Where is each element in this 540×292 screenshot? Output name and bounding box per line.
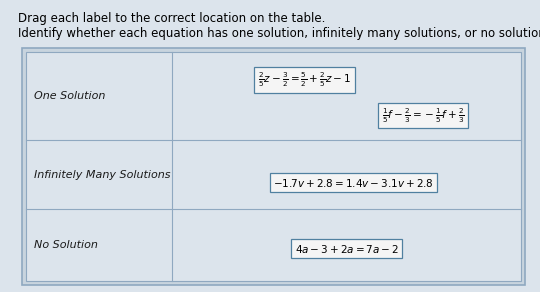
Text: Infinitely Many Solutions: Infinitely Many Solutions	[34, 170, 171, 180]
Bar	[26, 52, 521, 281]
Text: $-1.7v + 2.8 = 1.4v - 3.1v + 2.8$: $-1.7v + 2.8 = 1.4v - 3.1v + 2.8$	[273, 177, 434, 189]
Text: $\frac{2}{5}z - \frac{3}{2} = \frac{5}{2} + \frac{2}{5}z - 1$: $\frac{2}{5}z - \frac{3}{2} = \frac{5}{2…	[258, 71, 351, 89]
Bar	[22, 48, 525, 285]
Text: $4a - 3 + 2a = 7a - 2$: $4a - 3 + 2a = 7a - 2$	[294, 243, 399, 255]
Text: One Solution: One Solution	[34, 91, 105, 101]
Text: $\frac{1}{5}f - \frac{2}{3} = -\frac{1}{5}f + \frac{2}{3}$: $\frac{1}{5}f - \frac{2}{3} = -\frac{1}{…	[382, 106, 464, 125]
Text: Drag each label to the correct location on the table.: Drag each label to the correct location …	[18, 12, 326, 25]
Text: Identify whether each equation has one solution, infinitely many solutions, or n: Identify whether each equation has one s…	[18, 27, 540, 40]
Text: No Solution: No Solution	[34, 240, 98, 250]
